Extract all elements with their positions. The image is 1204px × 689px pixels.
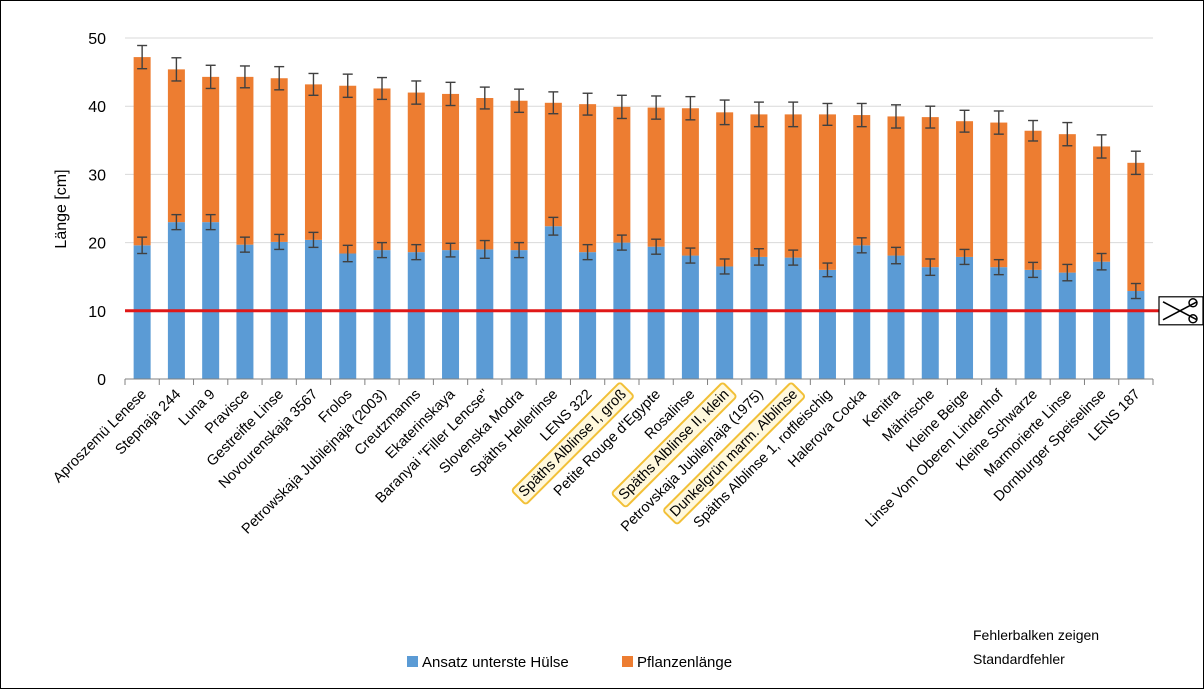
bars <box>133 57 1145 379</box>
error-bars <box>137 44 1141 300</box>
highlight-box <box>611 382 737 508</box>
bar-ansatz-unterste-huelse <box>407 252 425 379</box>
note-line-2: Standardfehler <box>973 651 1065 667</box>
bar-ansatz-unterste-huelse <box>647 246 665 379</box>
legend-label-ansatz: Ansatz unterste Hülse <box>422 654 569 671</box>
bar-pflanzenlaenge <box>1058 134 1076 273</box>
bar-pflanzenlaenge <box>921 117 939 268</box>
y-tick-label: 0 <box>97 372 106 389</box>
x-axis-tick-marks <box>124 379 1154 385</box>
bar-ansatz-unterste-huelse <box>750 256 768 379</box>
bar-pflanzenlaenge <box>202 76 220 223</box>
bar-ansatz-unterste-huelse <box>716 266 734 379</box>
bar-ansatz-unterste-huelse <box>1127 291 1145 379</box>
y-axis-label: Länge [cm] <box>53 169 70 248</box>
bar-ansatz-unterste-huelse <box>579 252 597 379</box>
bar-pflanzenlaenge <box>1093 146 1111 262</box>
bar-pflanzenlaenge <box>579 104 597 253</box>
bar-pflanzenlaenge <box>373 88 391 251</box>
bar-ansatz-unterste-huelse <box>544 226 562 379</box>
bar-pflanzenlaenge <box>476 98 494 250</box>
bar-pflanzenlaenge <box>750 114 768 257</box>
bar-ansatz-unterste-huelse <box>167 222 185 379</box>
bar-pflanzenlaenge <box>270 78 288 242</box>
highlight-box <box>511 382 634 505</box>
bar-ansatz-unterste-huelse <box>202 222 220 379</box>
bar-pflanzenlaenge <box>236 76 254 245</box>
bar-ansatz-unterste-huelse <box>990 267 1008 379</box>
bar-pflanzenlaenge <box>442 93 460 251</box>
y-tick-label: 20 <box>88 236 106 253</box>
bar-ansatz-unterste-huelse <box>373 250 391 379</box>
bar-pflanzenlaenge <box>1127 162 1145 292</box>
bar-pflanzenlaenge <box>784 114 802 258</box>
bar-ansatz-unterste-huelse <box>921 267 939 379</box>
y-tick-label: 40 <box>88 99 106 116</box>
bar-pflanzenlaenge <box>133 57 151 246</box>
legend-swatch-ansatz <box>407 656 418 667</box>
bar-pflanzenlaenge <box>1024 130 1042 270</box>
note-line-1: Fehlerbalken zeigen <box>973 627 1099 643</box>
bar-ansatz-unterste-huelse <box>510 250 528 379</box>
bar-pflanzenlaenge <box>167 69 185 223</box>
y-tick-label: 50 <box>88 31 106 48</box>
bar-ansatz-unterste-huelse <box>442 250 460 379</box>
y-axis-ticks: 0 10 20 30 40 50 <box>88 31 106 389</box>
legend-swatch-pflanzenlaenge <box>622 656 633 667</box>
bar-pflanzenlaenge <box>407 92 425 253</box>
bar-pflanzenlaenge <box>544 102 562 227</box>
bar-pflanzenlaenge <box>304 84 322 240</box>
bar-ansatz-unterste-huelse <box>784 257 802 379</box>
bar-ansatz-unterste-huelse <box>887 255 905 379</box>
bar-pflanzenlaenge <box>716 112 734 267</box>
bar-pflanzenlaenge <box>818 114 836 270</box>
bar-ansatz-unterste-huelse <box>1024 269 1042 379</box>
bar-pflanzenlaenge <box>990 122 1008 268</box>
bar-pflanzenlaenge <box>647 107 665 247</box>
bar-pflanzenlaenge <box>956 121 974 257</box>
bar-ansatz-unterste-huelse <box>1058 272 1076 379</box>
bar-pflanzenlaenge <box>339 85 357 254</box>
bar-pflanzenlaenge <box>510 100 528 251</box>
bar-pflanzenlaenge <box>613 106 631 243</box>
bar-ansatz-unterste-huelse <box>339 253 357 379</box>
scissors-icon <box>1158 296 1203 326</box>
bar-pflanzenlaenge <box>853 115 871 246</box>
bar-ansatz-unterste-huelse <box>1093 261 1111 379</box>
bar-ansatz-unterste-huelse <box>956 256 974 379</box>
legend-label-pflanzenlaenge: Pflanzenlänge <box>637 654 732 671</box>
highlight-box <box>663 382 806 525</box>
legend: Ansatz unterste Hülse Pflanzenlänge <box>407 654 732 671</box>
bar-pflanzenlaenge <box>681 108 699 256</box>
bar-ansatz-unterste-huelse <box>476 249 494 379</box>
y-tick-label: 30 <box>88 167 106 184</box>
bar-pflanzenlaenge <box>887 116 905 256</box>
bar-ansatz-unterste-huelse <box>818 269 836 379</box>
y-tick-label: 10 <box>88 304 106 321</box>
bar-ansatz-unterste-huelse <box>681 255 699 379</box>
